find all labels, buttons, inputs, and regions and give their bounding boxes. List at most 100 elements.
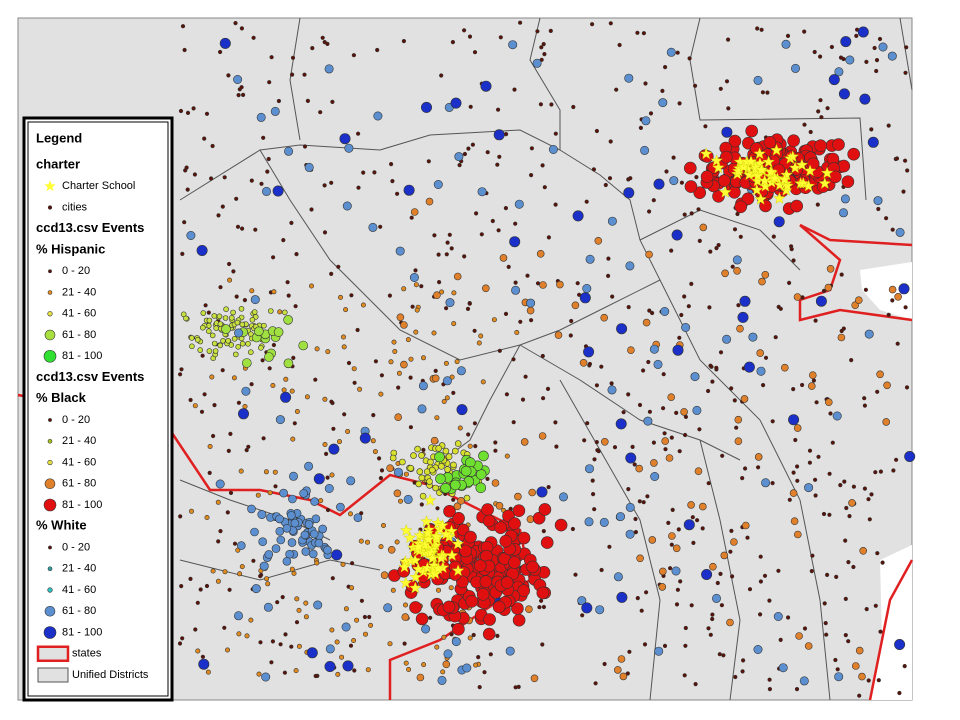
orange-dot [303, 614, 309, 620]
yellow-dot [239, 340, 246, 347]
city-dot [675, 50, 680, 55]
city-dot [216, 539, 221, 544]
dark-blue-circle [313, 473, 325, 485]
orange-dot [267, 490, 273, 496]
city-dot [862, 486, 868, 491]
city-dot [218, 49, 223, 55]
orange-dot [394, 539, 400, 545]
city-dot [706, 481, 711, 486]
orange-dot [365, 667, 371, 673]
city-dot [678, 579, 683, 584]
city-dot [428, 615, 433, 620]
orange-circle [539, 281, 547, 289]
yellow-dot [248, 349, 254, 356]
orange-dot [440, 669, 446, 675]
red-circle [517, 584, 531, 597]
dark-blue-circle [581, 602, 593, 614]
city-dot [642, 642, 648, 647]
orange-circle [627, 346, 635, 355]
charter-star [451, 537, 465, 550]
city-dot [222, 625, 227, 630]
orange-dot [294, 596, 300, 602]
city-dot [212, 403, 217, 408]
charter-star [762, 155, 775, 168]
blue-circle [548, 145, 558, 155]
red-circle [482, 627, 496, 641]
orange-dot [339, 654, 345, 660]
blue-circle [237, 541, 246, 550]
city-dot [395, 191, 400, 196]
red-circle [554, 518, 568, 532]
city-dot [336, 264, 341, 269]
orange-circle [734, 415, 743, 424]
charter-star [399, 576, 413, 589]
city-dot [352, 380, 357, 385]
charter-star [418, 538, 431, 551]
city-dot [330, 576, 335, 581]
city-dot [488, 652, 493, 657]
city-dot [677, 335, 682, 340]
city-dot [585, 421, 590, 426]
legend-item: 81 - 100 [62, 499, 102, 511]
orange-circle [431, 374, 440, 383]
blue-circle [790, 63, 800, 73]
city-dot [275, 600, 280, 605]
city-dot [251, 35, 256, 40]
orange-dot [289, 388, 295, 394]
city-dot [207, 470, 212, 476]
yellow-dot [189, 343, 195, 350]
charter-star [403, 531, 417, 544]
city-dot [280, 594, 285, 600]
dark-blue-circle [739, 295, 751, 307]
city-dot [476, 654, 481, 660]
city-dot [633, 529, 639, 535]
city-dot [179, 583, 184, 589]
orange-circle [687, 501, 695, 509]
city-dot [759, 27, 764, 32]
city-dot [485, 476, 490, 482]
city-dot [537, 605, 542, 610]
blue-circle [259, 561, 269, 571]
yellow-dot [418, 474, 426, 482]
city-dot [548, 28, 553, 34]
city-dot [614, 87, 619, 92]
city-dot [485, 150, 490, 155]
yellow-dot [463, 494, 471, 502]
city-dot [182, 47, 187, 53]
orange-dot [277, 309, 283, 315]
orange-dot [239, 564, 245, 570]
orange-circle [635, 464, 644, 473]
orange-circle [526, 515, 535, 524]
legend-symbol [48, 269, 52, 274]
blue-circle [261, 186, 271, 196]
city-dot [651, 440, 657, 445]
city-dot [389, 162, 394, 167]
yellow-dot [281, 309, 288, 316]
city-dot [839, 272, 844, 277]
legend-item: 21 - 40 [62, 435, 96, 447]
blue-circle [250, 295, 260, 305]
city-dot [222, 175, 227, 180]
dark-blue-circle [894, 638, 906, 650]
city-dot [206, 310, 211, 315]
city-dot [188, 397, 193, 403]
blue-circle [308, 549, 318, 559]
city-dot [538, 598, 544, 603]
dark-blue-circle [280, 391, 292, 403]
city-dot [662, 431, 667, 436]
orange-dot [304, 394, 310, 400]
city-dot [525, 273, 530, 278]
legend-heading: charter [36, 156, 80, 171]
city-dot [512, 87, 517, 92]
red-circle [415, 612, 429, 626]
city-dot [708, 632, 713, 637]
city-dot [447, 232, 452, 237]
yellow-dot [414, 445, 421, 453]
city-dot [740, 669, 745, 674]
city-dot [608, 21, 613, 26]
city-dot [718, 350, 724, 355]
city-dot [449, 632, 454, 637]
blue-circle [433, 180, 443, 190]
city-dot [844, 505, 849, 511]
city-dot [444, 306, 449, 311]
